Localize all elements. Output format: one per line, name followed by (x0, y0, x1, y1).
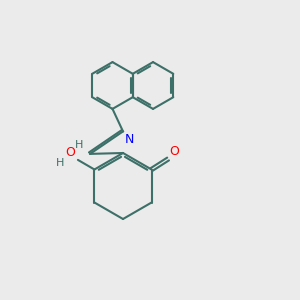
Text: O: O (66, 146, 76, 159)
Text: H: H (75, 140, 83, 150)
Text: N: N (124, 133, 134, 146)
Text: O: O (169, 145, 179, 158)
Text: H: H (56, 158, 64, 168)
